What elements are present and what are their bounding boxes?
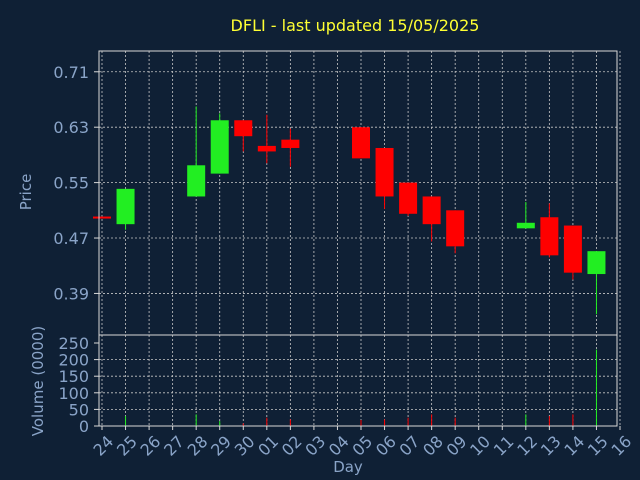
price-tick-label: 0.55 bbox=[53, 174, 89, 193]
volume-tick-label: 50 bbox=[69, 400, 89, 419]
axis-layer: 2425262728293001020304050607080910111213… bbox=[53, 50, 635, 460]
candle-body bbox=[516, 222, 535, 229]
grid-layer bbox=[99, 51, 621, 426]
candle-body bbox=[93, 216, 111, 219]
candle-body bbox=[187, 165, 206, 197]
price-tick-label: 0.39 bbox=[53, 284, 89, 303]
candle-body bbox=[563, 225, 582, 273]
candle-body bbox=[210, 120, 229, 174]
candle-body bbox=[587, 251, 606, 275]
x-axis-title: Day bbox=[333, 458, 363, 476]
candle-body bbox=[540, 217, 559, 256]
volume-tick-label: 200 bbox=[58, 351, 89, 370]
candle-body bbox=[399, 182, 418, 214]
volume-tick-label: 150 bbox=[58, 367, 89, 386]
volume-layer bbox=[101, 349, 597, 426]
volume-tick-label: 0 bbox=[79, 417, 89, 436]
candle-body bbox=[116, 188, 135, 225]
price-axis-title: Price bbox=[17, 174, 35, 211]
volume-panel-frame bbox=[98, 334, 618, 427]
candle-body bbox=[281, 139, 300, 148]
candle-body bbox=[352, 127, 370, 159]
volume-axis-title: Volume (0000) bbox=[29, 326, 47, 436]
price-panel-frame bbox=[98, 50, 618, 336]
price-tick-label: 0.71 bbox=[53, 63, 89, 82]
x-tick-label: 16 bbox=[607, 432, 635, 460]
candle-body bbox=[257, 145, 276, 152]
candle-body bbox=[375, 147, 394, 197]
candle-layer bbox=[93, 106, 606, 315]
candle-body bbox=[234, 120, 253, 137]
price-tick-label: 0.47 bbox=[53, 229, 89, 248]
candle-body bbox=[422, 196, 441, 225]
volume-tick-label: 250 bbox=[58, 334, 89, 353]
price-tick-label: 0.63 bbox=[53, 118, 89, 137]
volume-tick-label: 100 bbox=[58, 384, 89, 403]
candle-body bbox=[446, 210, 465, 247]
chart-title: DFLI - last updated 15/05/2025 bbox=[231, 16, 480, 35]
